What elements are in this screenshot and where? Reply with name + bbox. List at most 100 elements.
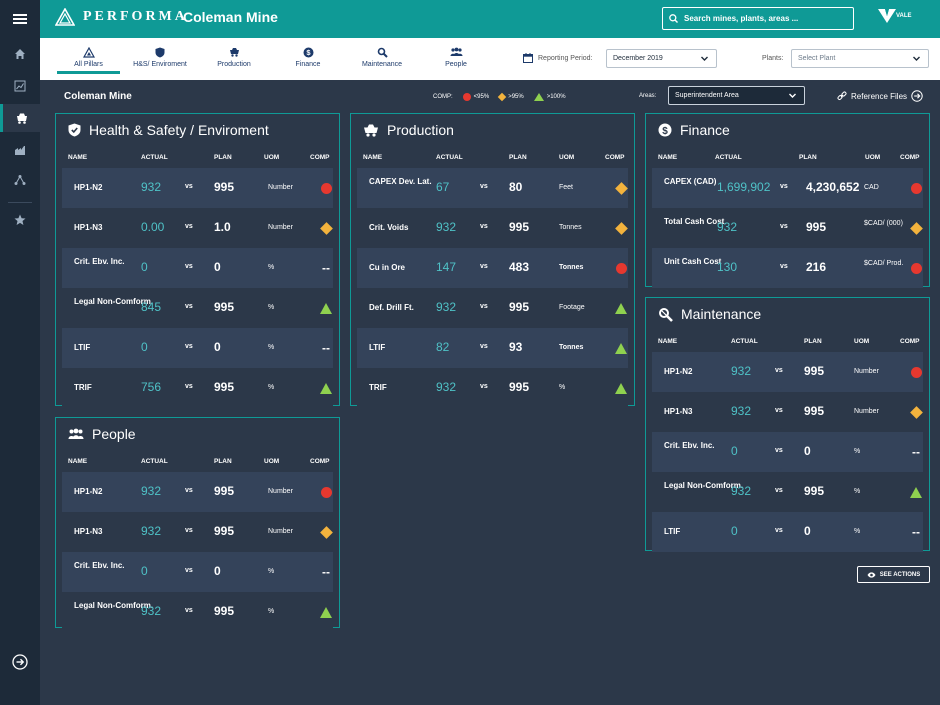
green-triangle-icon <box>320 382 332 394</box>
metric-actual: 67 <box>436 180 450 194</box>
vs-label: vs <box>185 487 193 494</box>
sidebar-item-home[interactable] <box>0 40 40 68</box>
collapse-sidebar-button[interactable] <box>12 654 28 670</box>
metric-actual: 932 <box>141 484 162 498</box>
metric-uom: Number <box>268 184 293 191</box>
tab-all-pillars[interactable]: All Pillars <box>57 46 120 74</box>
search-placeholder: Search mines, plants, areas ... <box>684 14 799 23</box>
metric-row[interactable]: HP1-N2 932 vs 995 Number <box>62 168 333 208</box>
sidebar-item-analytics[interactable] <box>0 72 40 100</box>
comp-above-95 <box>909 405 923 419</box>
metric-actual: 932 <box>731 404 752 418</box>
metric-row[interactable]: Def. Drill Ft. 932 vs 995 Footage <box>357 288 628 328</box>
vs-label: vs <box>780 223 788 230</box>
vale-logo-icon <box>878 9 896 23</box>
metric-row[interactable]: Unit Cash Cost 130 vs 216 $CAD/ Prod. <box>652 248 923 288</box>
metric-row[interactable]: CAPEX Dev. Lat. 67 vs 80 Feet <box>357 168 628 208</box>
column-header-name: NAME <box>68 154 88 161</box>
brand[interactable]: PERFORMA <box>55 8 188 26</box>
red-dot-icon <box>320 182 332 194</box>
metric-row[interactable]: Crit. Voids 932 vs 995 Tonnes <box>357 208 628 248</box>
column-header-plan: PLAN <box>799 154 817 161</box>
metric-row[interactable]: CAPEX (CAD) 1,699,902 vs 4,230,652 CAD <box>652 168 923 208</box>
metric-row[interactable]: TRIF 756 vs 995% <box>62 368 333 408</box>
metric-row[interactable]: HP1-N2 932 vs 995 Number <box>62 472 333 512</box>
vs-label: vs <box>775 447 783 454</box>
metric-plan: 80 <box>509 180 523 194</box>
metric-actual: 932 <box>731 364 752 378</box>
column-headers: NAME ACTUAL PLAN UOM COMP <box>351 146 634 168</box>
column-header-uom: UOM <box>264 458 280 465</box>
hamburger-menu-button[interactable] <box>0 0 40 38</box>
metric-row[interactable]: Legal Non-Comform. 845 vs 995% <box>62 288 333 328</box>
metric-uom: % <box>268 344 275 351</box>
metric-plan: 995 <box>804 484 825 498</box>
metric-row[interactable]: LTIF 0 vs 0% -- <box>62 328 333 368</box>
metric-row[interactable]: HP1-N3 932 vs 995 Number <box>62 512 333 552</box>
reporting-period-select[interactable]: December 2019 <box>606 49 717 68</box>
metric-actual: 1,699,902 <box>717 180 771 194</box>
metric-row[interactable]: LTIF 82 vs 93 Tonnes <box>357 328 628 368</box>
column-header-name: NAME <box>658 154 678 161</box>
sidebar-item-plant[interactable] <box>0 136 40 164</box>
areas-select[interactable]: Superintendent Area <box>668 86 805 105</box>
metric-actual: 0 <box>141 564 148 578</box>
metric-row[interactable]: HP1-N3 932 vs 995 Number <box>652 392 923 432</box>
areas-select-value: Superintendent Area <box>675 92 739 99</box>
pillar-nav: All Pillars H&S/ Enviroment Production $… <box>40 38 940 80</box>
plant-select[interactable]: Select Plant <box>791 49 929 68</box>
comp-above-100 <box>614 341 628 355</box>
vs-label: vs <box>480 223 488 230</box>
green-triangle-icon <box>615 342 627 354</box>
see-actions-button[interactable]: SEE ACTIONS <box>857 566 930 583</box>
metric-plan: 0 <box>214 340 221 354</box>
chevron-down-icon <box>701 56 708 61</box>
orange-diamond-icon <box>614 221 628 235</box>
tab-maintenance[interactable]: Maintenance <box>353 46 411 74</box>
wrench-icon <box>659 307 673 322</box>
column-header-name: NAME <box>658 338 678 345</box>
tab-finance[interactable]: $ Finance <box>283 46 333 74</box>
orange-diamond-icon <box>319 525 333 539</box>
metric-row[interactable]: TRIF 932 vs 995% <box>357 368 628 408</box>
comp-above-100 <box>319 301 333 315</box>
metric-row[interactable]: Legal Non-Comform. 932 vs 995% <box>652 472 923 512</box>
sidebar-item-mine[interactable] <box>0 104 40 132</box>
search-input[interactable]: Search mines, plants, areas ... <box>662 7 854 30</box>
metric-plan: 995 <box>214 484 235 498</box>
tab-hs-environment[interactable]: H&S/ Enviroment <box>126 46 194 74</box>
metric-uom: Number <box>854 368 879 375</box>
metric-row[interactable]: Legal Non-Comform. 932 vs 995% <box>62 592 333 632</box>
metric-actual: 82 <box>436 340 450 354</box>
green-triangle-icon <box>615 382 627 394</box>
metric-row[interactable]: Crit. Ebv. Inc. 0 vs 0% -- <box>62 248 333 288</box>
card-header: Production <box>351 114 634 146</box>
tab-people[interactable]: People <box>435 46 477 74</box>
metric-row[interactable]: Cu in Ore 147 vs 483 Tonnes <box>357 248 628 288</box>
metric-uom: Tonnes <box>559 224 582 231</box>
metric-row[interactable]: Crit. Ebv. Inc. 0 vs 0% -- <box>652 432 923 472</box>
metric-uom: $CAD/ Prod. <box>864 260 904 267</box>
metric-row[interactable]: HP1-N2 932 vs 995 Number <box>652 352 923 392</box>
sidebar-item-network[interactable] <box>0 166 40 194</box>
sidebar-item-favorites[interactable] <box>0 206 40 234</box>
plant-select-placeholder: Select Plant <box>798 55 836 62</box>
shield-check-icon <box>68 123 81 137</box>
performa-logo-icon <box>55 8 75 26</box>
tab-production[interactable]: Production <box>208 46 260 74</box>
column-header-comp: COMP <box>310 458 330 465</box>
metric-row[interactable]: LTIF 0 vs 0% -- <box>652 512 923 552</box>
metric-row[interactable]: Crit. Ebv. Inc. 0 vs 0% -- <box>62 552 333 592</box>
card-finance: $ Finance NAME ACTUAL PLAN UOM COMP CAPEX (CA… <box>645 113 930 288</box>
column-header-plan: PLAN <box>509 154 527 161</box>
sidebar-divider <box>8 202 32 203</box>
reference-files-link[interactable]: Reference Files <box>837 90 923 102</box>
metric-uom: Tonnes <box>559 344 584 351</box>
metric-row[interactable]: HP1-N3 0.00 vs 1.0 Number <box>62 208 333 248</box>
wrench-icon <box>377 47 388 58</box>
home-icon <box>15 49 25 59</box>
site-title: Coleman Mine <box>183 9 278 25</box>
column-headers: NAME ACTUAL PLAN UOM COMP <box>56 450 339 472</box>
people-icon <box>450 47 462 56</box>
metric-row[interactable]: Total Cash Cost 932 vs 995 $CAD/ (000) <box>652 208 923 248</box>
